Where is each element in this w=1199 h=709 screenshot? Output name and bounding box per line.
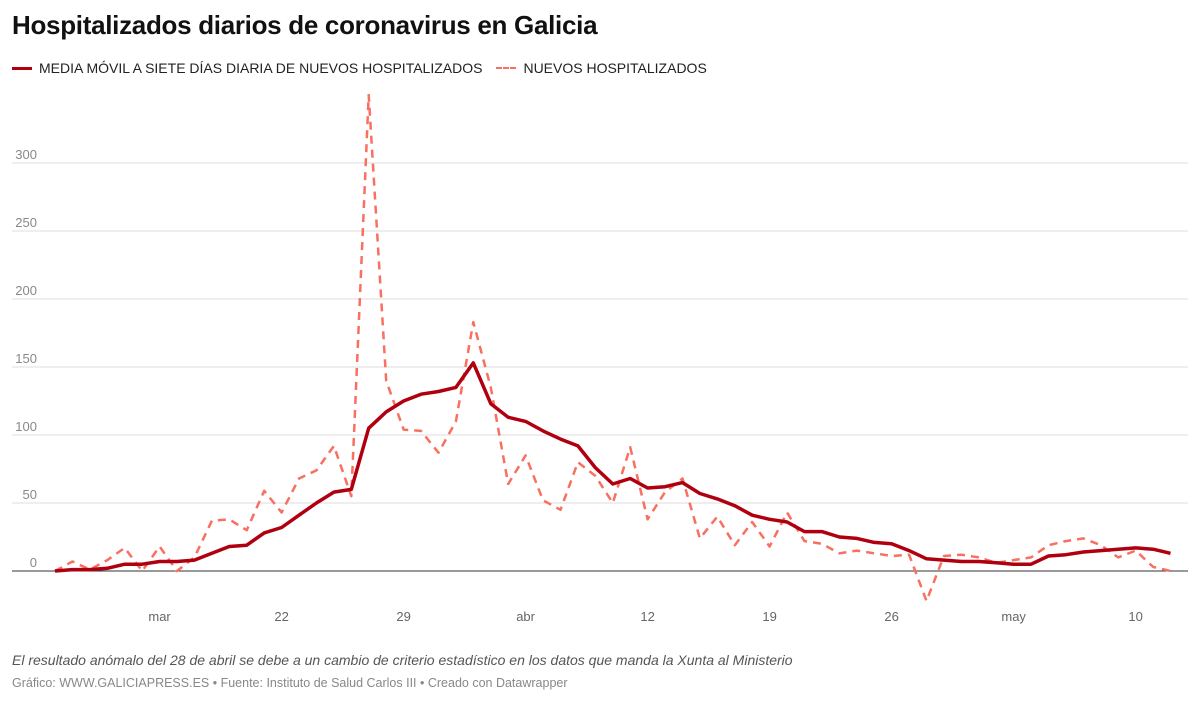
y-tick-label: 150 (15, 351, 37, 366)
series-line-daily (54, 93, 1171, 603)
legend: MEDIA MÓVIL A SIETE DÍAS DIARIA DE NUEVO… (12, 60, 707, 76)
x-tick-label: 19 (762, 609, 776, 624)
y-tick-label: 300 (15, 147, 37, 162)
x-tick-label: may (1001, 609, 1026, 624)
legend-item-moving-average: MEDIA MÓVIL A SIETE DÍAS DIARIA DE NUEVO… (12, 60, 482, 76)
x-tick-label: 29 (396, 609, 410, 624)
y-tick-label: 250 (15, 215, 37, 230)
x-tick-label: 12 (640, 609, 654, 624)
chart-footer: Gráfico: WWW.GALICIAPRESS.ES • Fuente: I… (12, 676, 568, 690)
legend-item-daily: NUEVOS HOSPITALIZADOS (496, 60, 707, 76)
y-tick-label: 0 (30, 555, 37, 570)
y-tick-label: 50 (23, 487, 37, 502)
x-tick-label: 22 (274, 609, 288, 624)
line-chart: 0 50 100 150 200 250 300 mar 22 29 abr 12 19 26 may 10 (12, 93, 1188, 624)
legend-swatch-dashed (496, 67, 517, 69)
legend-label: MEDIA MÓVIL A SIETE DÍAS DIARIA DE NUEVO… (39, 60, 483, 76)
x-tick-label: mar (148, 609, 171, 624)
y-tick-label: 100 (15, 419, 37, 434)
x-tick-label: abr (516, 609, 535, 624)
x-tick-label: 10 (1128, 609, 1142, 624)
chart-notes: El resultado anómalo del 28 de abril se … (12, 652, 793, 668)
x-tick-label: 26 (884, 609, 898, 624)
chart-title: Hospitalizados diarios de coronavirus en… (12, 10, 598, 40)
legend-swatch-solid (12, 66, 32, 70)
legend-label: NUEVOS HOSPITALIZADOS (523, 60, 707, 76)
y-tick-label: 200 (15, 283, 37, 298)
series-line-moving-average (54, 361, 1171, 573)
